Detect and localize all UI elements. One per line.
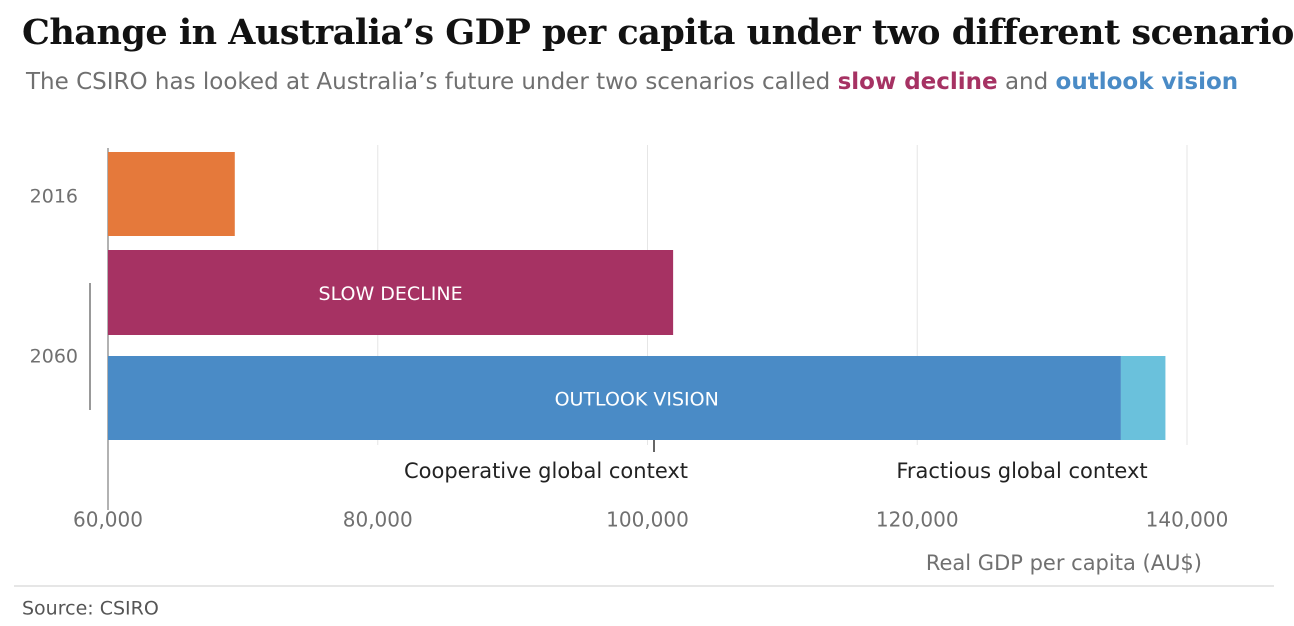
x-tick-label: 100,000 [606, 508, 689, 532]
subtitle-part: slow decline [837, 69, 998, 95]
annotation: Fractious global context [896, 459, 1147, 483]
bar-segment [108, 250, 674, 335]
x-tick-label: 60,000 [73, 508, 143, 532]
source: Source: CSIRO [22, 598, 159, 620]
chart-title: Change in Australia’s GDP per capita und… [22, 12, 1294, 53]
subtitle-part: and [997, 69, 1056, 95]
y-tick-label: 2016 [30, 186, 78, 208]
x-tick-label: 120,000 [876, 508, 959, 532]
bar-label: OUTLOOK VISION [555, 389, 719, 411]
x-tick-label: 140,000 [1146, 508, 1229, 532]
bar-segment [108, 356, 1121, 440]
subtitle-part: outlook vision [1055, 69, 1239, 95]
bar-label: SLOW DECLINE [319, 283, 463, 305]
x-tick-label: 80,000 [343, 508, 413, 532]
subtitle: The CSIRO has looked at Australia’s futu… [26, 64, 1276, 100]
subtitle-part: The CSIRO has looked at Australia’s futu… [26, 69, 838, 95]
x-axis-label: Real GDP per capita (AU$) [926, 551, 1202, 575]
annotation: Cooperative global context [404, 459, 688, 483]
bar-segment [1120, 356, 1166, 440]
y-tick-label: 2060 [30, 346, 78, 368]
bar-segment [108, 152, 235, 236]
